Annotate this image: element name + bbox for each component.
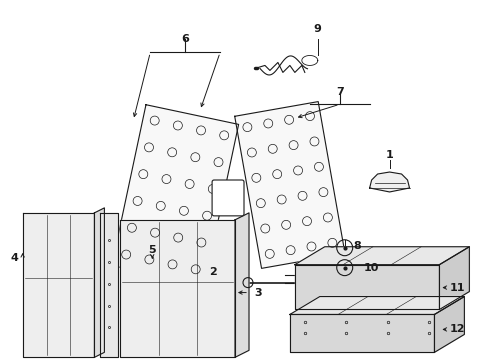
Polygon shape: [234, 102, 345, 268]
Text: 11: 11: [449, 283, 464, 293]
Polygon shape: [289, 315, 433, 352]
Polygon shape: [294, 265, 439, 310]
FancyBboxPatch shape: [212, 180, 244, 216]
Text: 8: 8: [353, 241, 361, 251]
Polygon shape: [112, 105, 238, 285]
Polygon shape: [120, 220, 235, 357]
Text: 2: 2: [209, 267, 217, 276]
Polygon shape: [294, 247, 468, 265]
Polygon shape: [369, 172, 408, 192]
Polygon shape: [289, 297, 464, 315]
Text: 3: 3: [254, 288, 261, 298]
Polygon shape: [100, 213, 118, 357]
Polygon shape: [433, 297, 464, 352]
Text: 12: 12: [449, 324, 464, 334]
Text: 10: 10: [363, 263, 379, 273]
Text: 4: 4: [11, 253, 19, 263]
Text: 6: 6: [181, 33, 189, 44]
Polygon shape: [22, 213, 94, 357]
Text: 9: 9: [313, 24, 321, 33]
Polygon shape: [94, 208, 104, 357]
Text: 7: 7: [335, 87, 343, 97]
Text: 5: 5: [148, 245, 156, 255]
Polygon shape: [235, 213, 248, 357]
Text: 1: 1: [385, 150, 393, 160]
Polygon shape: [439, 247, 468, 310]
